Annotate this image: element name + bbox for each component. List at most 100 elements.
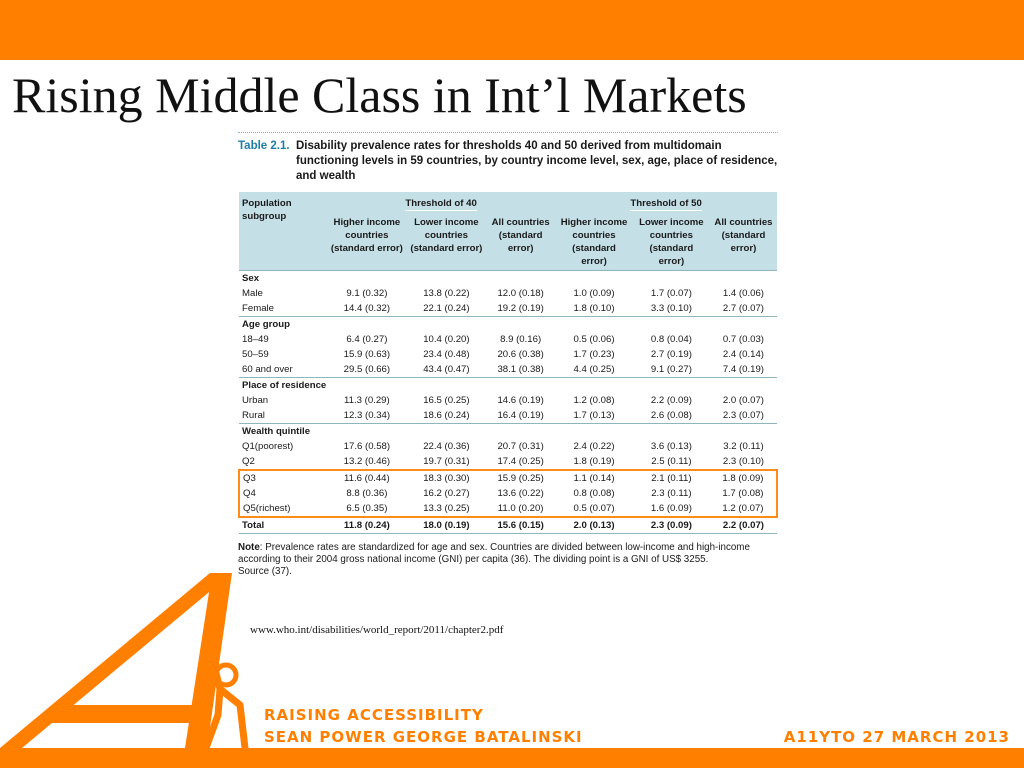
logo-figure-body <box>202 653 249 752</box>
table-cell: 1.6 (0.09) <box>632 501 710 518</box>
table-row-total: Total 11.8 (0.24) 18.0 (0.19) 15.6 (0.15… <box>239 516 777 534</box>
table-row: 18–49 6.4 (0.27) 10.4 (0.20) 8.9 (0.16) … <box>239 332 777 347</box>
table-cell: 6.4 (0.27) <box>346 333 388 345</box>
header-t40-lower-income: Lower income countries (standard error) <box>406 214 487 271</box>
table-cell: 12.3 (0.34) <box>343 409 391 421</box>
table-cell: 9.1 (0.32) <box>346 287 388 299</box>
table-cell: 18.6 (0.24) <box>423 409 470 421</box>
table-cell: 2.3 (0.10) <box>722 455 764 467</box>
table-cell: 11.3 (0.29) <box>344 394 390 406</box>
table-figure: Table 2.1. Disability prevalence rates f… <box>238 132 779 578</box>
table-row: 50–59 15.9 (0.63) 23.4 (0.48) 20.6 (0.38… <box>239 347 777 362</box>
footer-speakers: SEAN POWER GEORGE BATALINSKI <box>264 728 583 746</box>
table-cell: 17.6 (0.58) <box>343 440 391 452</box>
section-title: Place of residence <box>239 377 777 393</box>
table-caption: Table 2.1. Disability prevalence rates f… <box>238 139 778 184</box>
header-t50-higher-income: Higher income countries (standard error) <box>555 214 633 271</box>
table-cell: 11.8 (0.24) <box>327 516 407 534</box>
row-label: Urban <box>242 394 269 406</box>
table-label: Table 2.1. <box>238 140 290 152</box>
table-cell: 3.6 (0.13) <box>650 440 692 452</box>
section-age-group: Age group <box>239 316 777 332</box>
table-cell: 14.4 (0.32) <box>343 302 391 314</box>
row-label: Q4 <box>238 486 327 501</box>
table-cell: 29.5 (0.66) <box>343 363 391 375</box>
table-cell: 0.7 (0.03) <box>722 333 764 345</box>
header-threshold-50-text: Threshold of 50 <box>630 198 702 211</box>
row-label: Rural <box>242 409 265 421</box>
note-text: : Prevalence rates are standardized for … <box>238 542 750 565</box>
table-row: Q1(poorest) 17.6 (0.58) 22.4 (0.36) 20.7… <box>239 439 777 454</box>
table-cell: 14.6 (0.19) <box>497 394 544 406</box>
table-cell: 2.2 (0.09) <box>650 394 692 406</box>
row-label: Q1(poorest) <box>242 440 294 452</box>
table-cell: 15.6 (0.15) <box>486 516 556 534</box>
table-cell: 18.3 (0.30) <box>406 469 487 486</box>
section-sex: Sex <box>239 270 777 286</box>
source-url: www.who.int/disabilities/world_report/20… <box>250 624 504 636</box>
header-threshold-40: Threshold of 40 <box>327 192 556 214</box>
row-label: Q5(richest) <box>238 501 327 518</box>
table-row: Male 9.1 (0.32) 13.8 (0.22) 12.0 (0.18) … <box>239 286 777 301</box>
table-cell: 15.9 (0.63) <box>343 348 391 360</box>
table-cell: 17.4 (0.25) <box>497 455 544 467</box>
table-cell: 18.0 (0.19) <box>406 516 487 534</box>
table-cell: 2.3 (0.09) <box>632 516 710 534</box>
prevalence-table: Population subgroup Threshold of 40 Thre… <box>238 192 779 534</box>
section-title: Age group <box>239 316 777 332</box>
table-cell: 13.3 (0.25) <box>406 501 487 518</box>
table-row: Rural 12.3 (0.34) 18.6 (0.24) 16.4 (0.19… <box>239 408 777 424</box>
table-cell: 2.4 (0.14) <box>722 348 764 360</box>
section-title: Wealth quintile <box>239 423 777 439</box>
header-threshold-40-text: Threshold of 40 <box>405 198 477 211</box>
row-label: Female <box>242 302 274 314</box>
table-cell: 8.8 (0.36) <box>346 487 388 499</box>
logo-a-right-stroke <box>185 573 232 748</box>
table-cell: 43.4 (0.47) <box>423 363 470 375</box>
table-cell: 6.5 (0.35) <box>327 501 407 518</box>
table-cell: 20.7 (0.31) <box>497 440 544 452</box>
table-cell: 1.2 (0.07) <box>709 501 779 518</box>
table-cell: 4.4 (0.25) <box>573 363 615 375</box>
table-cell: 38.1 (0.38) <box>497 363 544 375</box>
table-cell: 2.2 (0.07) <box>709 516 777 534</box>
table-cell: 1.4 (0.06) <box>722 287 764 299</box>
footer-event-date: A11YTO 27 MARCH 2013 <box>783 728 1010 746</box>
slide-title: Rising Middle Class in Int’l Markets <box>12 67 747 123</box>
table-cell: 0.8 (0.04) <box>650 333 692 345</box>
table-cell: 1.1 (0.14) <box>555 469 633 486</box>
table-cell: 2.7 (0.07) <box>722 302 764 314</box>
table-cell: 9.1 (0.27) <box>650 363 692 375</box>
table-cell: 8.9 (0.16) <box>500 333 542 345</box>
section-title: Sex <box>239 270 777 286</box>
table-cell: 2.0 (0.13) <box>555 516 633 534</box>
table-cell: 1.7 (0.07) <box>650 287 692 299</box>
table-cell: 2.6 (0.08) <box>650 409 692 421</box>
row-label: 50–59 <box>242 348 269 360</box>
section-place-of-residence: Place of residence <box>239 377 777 393</box>
table-cell: 0.8 (0.08) <box>573 487 615 499</box>
table-cell: 16.2 (0.27) <box>423 487 470 499</box>
logo-a-left-stroke <box>0 573 232 748</box>
table-cell: 15.9 (0.25) <box>486 469 556 486</box>
table-cell: 2.0 (0.07) <box>722 394 764 406</box>
table-cell: 19.2 (0.19) <box>497 302 544 314</box>
table-cell: 2.1 (0.11) <box>632 469 710 486</box>
table-row: 60 and over 29.5 (0.66) 43.4 (0.47) 38.1… <box>239 362 777 378</box>
top-banner <box>0 0 1024 60</box>
table-cell: 11.0 (0.20) <box>486 501 556 518</box>
table-cell: 1.7 (0.13) <box>573 409 615 421</box>
header-threshold-50: Threshold of 50 <box>555 192 777 214</box>
table-cell: 12.0 (0.18) <box>497 287 544 299</box>
table-cell: 16.4 (0.19) <box>497 409 544 421</box>
section-title-text: Place of residence <box>242 379 327 391</box>
row-label: Q3 <box>238 469 327 486</box>
table-row-highlighted: Q4 8.8 (0.36) 16.2 (0.27) 13.6 (0.22) 0.… <box>238 486 779 501</box>
note-source: Source (37). <box>238 566 292 577</box>
table-cell: 3.3 (0.10) <box>650 302 692 314</box>
header-t50-all-countries: All countries (standard error) <box>709 214 777 271</box>
note-label: Note <box>238 542 260 553</box>
logo-a-crossbar <box>50 705 200 723</box>
table-caption-text: Disability prevalence rates for threshol… <box>296 140 778 182</box>
table-cell: 2.5 (0.11) <box>651 455 692 467</box>
